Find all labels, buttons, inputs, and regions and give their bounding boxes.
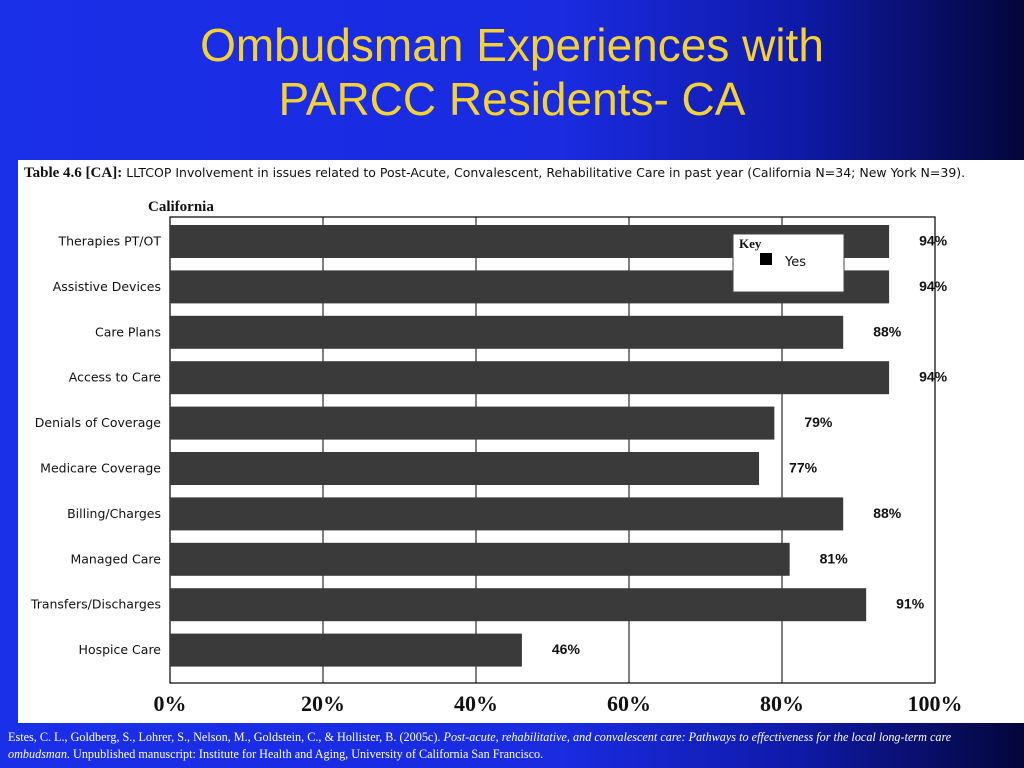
citation-source: . Unpublished manuscript: Institute for … [66,747,544,761]
bar [170,542,790,576]
data-label: 94% [919,278,948,294]
citation-title: Post-acute, rehabilitative, and convales… [8,730,952,761]
citation-footer: Estes, C. L., Goldberg, S., Lohrer, S., … [8,729,1016,763]
category-label: Medicare Coverage [40,461,161,476]
category-label: Transfers/Discharges [30,597,161,612]
x-tick-label: 20% [301,691,345,716]
table-caption-text: LLTCOP Involvement in issues related to … [126,165,966,180]
category-label: Therapies PT/OT [58,234,162,249]
data-label: 46% [552,641,581,657]
category-label: Denials of Coverage [35,415,162,430]
x-tick-label: 80% [760,691,804,716]
data-label: 81% [820,550,849,566]
x-tick-label: 0% [154,691,187,716]
slide-title-line-1: Ombudsman Experiences with [200,19,824,71]
legend-title: Key [739,236,762,251]
category-label: Care Plans [95,324,161,339]
chart-title: California [148,199,214,215]
slide-title: Ombudsman Experiences with PARCC Residen… [0,18,1024,126]
bar [170,588,867,622]
bar-chart: California 0% 20% 40% 60% 80% 100% Therapies PT… [30,199,963,716]
legend-swatch [760,253,772,265]
bar [170,315,844,349]
x-tick-label: 60% [607,691,651,716]
data-label: 91% [896,596,925,612]
table-label: Table 4.6 [CA]: [24,165,123,181]
bar [170,361,890,395]
table-caption: Table 4.6 [CA]: LLTCOP Involvement in is… [24,165,965,182]
bar [170,452,760,485]
bar [170,633,522,667]
data-label: 77% [789,460,818,476]
plot-frame [169,216,936,684]
bar [170,497,844,531]
x-tick-label: 40% [454,691,498,716]
bar [170,406,775,440]
x-tick-label: 100% [908,691,963,716]
slide-title-line-2: PARCC Residents- CA [278,73,746,125]
category-label: Billing/Charges [67,506,161,521]
data-label: 94% [919,233,948,249]
chart-figure: Table 4.6 [CA]: LLTCOP Involvement in is… [18,160,1024,723]
data-label: 88% [873,323,902,339]
category-label: Hospice Care [79,642,162,657]
legend-box [732,233,845,293]
citation-authors: Estes, C. L., Goldberg, S., Lohrer, S., … [8,730,444,744]
legend-entry: Yes [784,255,806,270]
category-label: Access to Care [69,370,162,385]
category-label: Managed Care [70,551,161,566]
data-label: 79% [804,414,833,430]
data-label: 88% [873,505,902,521]
data-label: 94% [919,369,948,385]
category-label: Assistive Devices [53,279,161,294]
